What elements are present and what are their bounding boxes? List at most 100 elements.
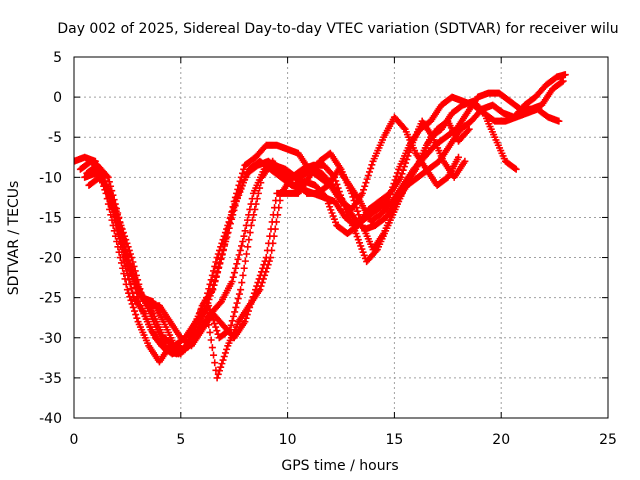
data-point <box>132 271 140 279</box>
data-point <box>134 276 142 284</box>
data-point <box>257 282 265 290</box>
data-point <box>229 312 237 320</box>
data-point <box>133 288 141 296</box>
data-point <box>397 173 405 181</box>
data-point <box>220 242 228 250</box>
data-point <box>241 227 249 235</box>
y-tick-label: -35 <box>39 371 62 387</box>
data-point <box>107 182 115 190</box>
data-point <box>125 246 133 254</box>
data-point <box>352 204 360 212</box>
x-tick-label: 5 <box>176 432 185 448</box>
data-point <box>231 202 239 210</box>
x-tick-label: 15 <box>385 432 403 448</box>
data-point <box>221 349 229 357</box>
data-point <box>270 232 278 240</box>
x-tick-label: 0 <box>70 432 79 448</box>
data-point <box>235 290 243 298</box>
data-point <box>108 187 116 195</box>
data-point <box>115 213 123 221</box>
data-point <box>272 218 280 226</box>
data-point <box>226 220 234 228</box>
data-point <box>261 271 269 279</box>
data-point <box>399 166 407 174</box>
data-point <box>129 275 137 283</box>
data-point <box>391 176 399 184</box>
data-point <box>224 229 232 237</box>
data-point <box>275 204 283 212</box>
data-point <box>116 219 124 227</box>
plot-area <box>74 71 569 382</box>
y-ticks: -40 -35 -30 -25 -20 -15 -10 -5 0 5 <box>39 50 608 427</box>
data-point <box>212 273 220 281</box>
data-point <box>207 288 215 296</box>
data-point <box>210 267 218 275</box>
data-point <box>372 247 380 255</box>
data-point <box>239 238 247 246</box>
data-point <box>390 180 398 188</box>
y-tick-label: -10 <box>39 170 62 186</box>
data-point <box>131 267 139 275</box>
data-point <box>118 229 126 237</box>
data-point <box>214 250 222 258</box>
y-axis-label: SDTVAR / TECUs <box>6 181 22 296</box>
data-point <box>274 211 282 219</box>
data-point <box>403 156 411 164</box>
data-point <box>206 292 214 300</box>
data-point <box>114 209 122 217</box>
data-point <box>231 308 239 316</box>
data-point <box>229 211 237 219</box>
data-point <box>354 207 362 215</box>
data-point <box>227 321 235 329</box>
data-point <box>388 187 396 195</box>
data-point <box>122 246 130 254</box>
data-point <box>127 266 135 274</box>
data-point <box>217 243 225 251</box>
data-point <box>205 295 213 303</box>
data-point <box>112 205 120 213</box>
data-point <box>126 250 134 258</box>
x-axis-label: GPS time / hours <box>281 458 398 474</box>
data-point <box>361 182 369 190</box>
data-point <box>232 264 240 272</box>
data-point <box>213 269 221 277</box>
data-point <box>242 221 250 229</box>
data-point <box>247 200 255 208</box>
y-tick-label: -5 <box>48 130 62 146</box>
data-point <box>133 314 141 322</box>
data-point <box>109 191 117 199</box>
data-point <box>209 285 217 293</box>
data-point <box>230 206 238 214</box>
data-point <box>130 279 138 287</box>
data-point <box>276 197 284 205</box>
data-point <box>464 127 472 135</box>
data-point <box>119 229 127 237</box>
data-point <box>385 194 393 202</box>
data-point <box>228 278 236 286</box>
data-point <box>123 251 131 259</box>
y-tick-label: -30 <box>39 331 62 347</box>
data-point <box>126 293 134 301</box>
data-point <box>207 276 215 284</box>
data-point <box>126 262 134 270</box>
data-point <box>228 215 236 223</box>
data-point <box>208 271 216 279</box>
data-point <box>121 275 129 283</box>
data-point <box>362 179 370 187</box>
y-tick-label: 0 <box>53 90 62 106</box>
data-point <box>400 124 408 132</box>
data-point <box>213 254 221 262</box>
data-point <box>208 344 216 352</box>
data-point <box>104 173 112 181</box>
data-point <box>130 262 138 270</box>
data-point <box>211 278 219 286</box>
data-point <box>136 285 144 293</box>
data-point <box>218 360 226 368</box>
data-point <box>241 318 249 326</box>
data-point <box>210 281 218 289</box>
data-point <box>203 303 211 311</box>
data-point <box>238 242 246 250</box>
data-point <box>465 125 473 133</box>
data-point <box>216 260 224 268</box>
data-point <box>365 168 373 176</box>
